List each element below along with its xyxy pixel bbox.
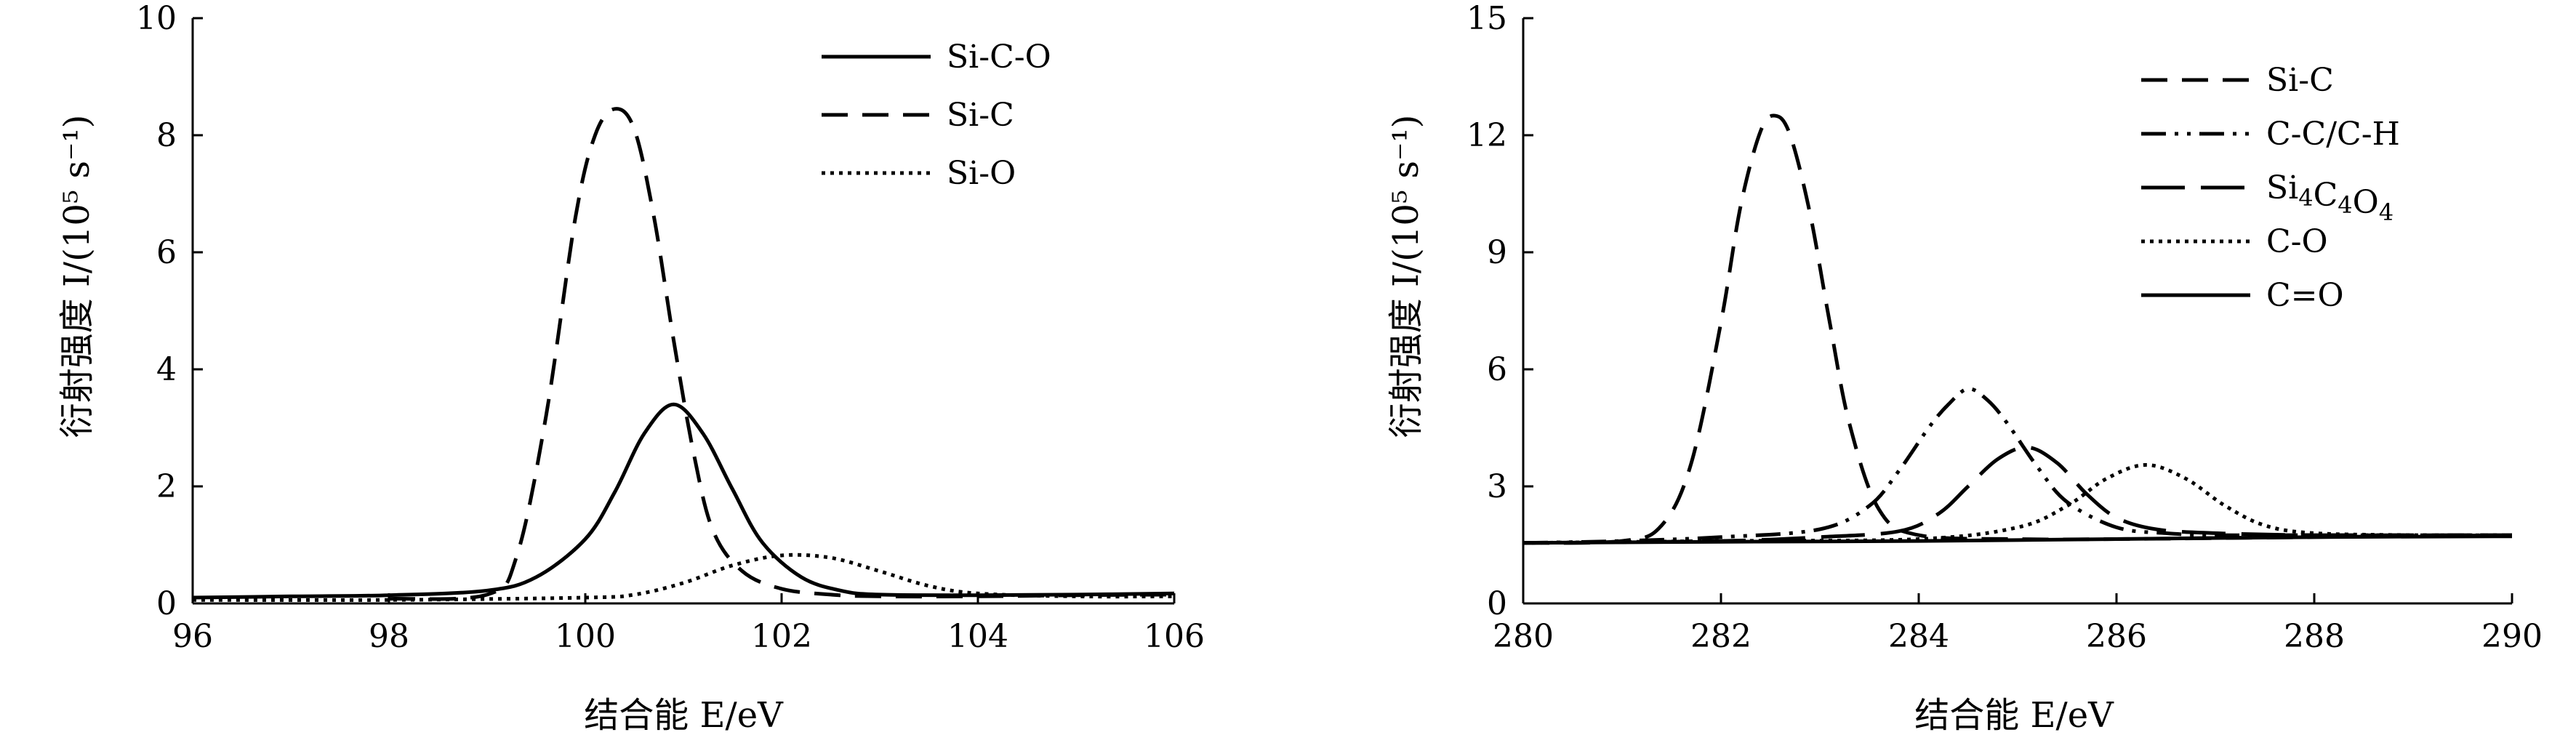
series-line-si-c-o: [192, 402, 1175, 600]
y-tick-label: 0: [156, 585, 177, 622]
series-line-c-o: [1522, 463, 2513, 545]
right-x-ticks: 280 282 284 286 288 290: [1493, 593, 2543, 655]
x-tick-label: 106: [1144, 618, 1205, 655]
y-tick-label: 3: [1487, 468, 1507, 505]
x-tick-label: 100: [555, 618, 616, 655]
left-legend: Si-C-O Si-C Si-O: [822, 39, 1051, 192]
legend-label: Si-C: [2266, 62, 2334, 99]
right-x-axis-label: 结合能 E/eV: [1914, 695, 2114, 735]
legend-label: C-O: [2266, 223, 2328, 260]
x-tick-label: 290: [2481, 618, 2543, 655]
x-tick-label: 102: [751, 618, 812, 655]
series-line-si-c: [1522, 113, 2513, 545]
legend-label: Si4C4O4: [2266, 169, 2394, 226]
left-y-axis-label: 衍射强度 I/(10⁵ s⁻¹): [57, 115, 97, 438]
legend-label: C=O: [2266, 277, 2344, 314]
left-x-axis-label: 结合能 E/eV: [584, 695, 784, 735]
legend-label: Si-O: [947, 155, 1016, 192]
left-y-ticks: 0 2 4 6 8 10: [136, 0, 203, 622]
series-line-si4c4o4: [1522, 445, 2513, 545]
right-axes: [1522, 18, 2512, 605]
x-tick-label: 96: [172, 618, 213, 655]
x-tick-label: 288: [2284, 618, 2345, 655]
y-tick-label: 2: [156, 468, 177, 505]
right-y-axis-label: 衍射强度 I/(10⁵ s⁻¹): [1386, 115, 1427, 438]
x-tick-label: 282: [1690, 618, 1752, 655]
y-tick-label: 15: [1466, 0, 1507, 37]
x-tick-label: 286: [2086, 618, 2147, 655]
y-tick-label: 10: [136, 0, 177, 37]
y-tick-label: 0: [1487, 585, 1507, 622]
series-line-c-c-c-h: [1522, 387, 2512, 545]
y-tick-label: 8: [156, 117, 177, 154]
series-line-c-o: [1522, 534, 2513, 545]
series-line-si-c: [388, 107, 1175, 601]
y-tick-label: 4: [156, 351, 177, 388]
series-line-si-o: [192, 553, 1175, 602]
y-tick-label: 12: [1466, 117, 1507, 154]
y-tick-label: 6: [156, 234, 177, 271]
right-y-ticks: 0 3 6 9 12 15: [1466, 0, 1533, 622]
legend-label: Si-C: [947, 97, 1014, 134]
x-tick-label: 98: [369, 618, 409, 655]
x-tick-label: 104: [947, 618, 1008, 655]
y-tick-label: 9: [1487, 234, 1507, 271]
y-tick-label: 6: [1487, 351, 1507, 388]
legend-label: C-C/C-H: [2266, 116, 2400, 153]
x-tick-label: 280: [1493, 618, 1554, 655]
right-series: [1522, 113, 2513, 545]
left-series: [192, 107, 1175, 602]
x-tick-label: 284: [1888, 618, 1949, 655]
legend-label: Si-C-O: [947, 39, 1051, 76]
left-axes: [191, 18, 1174, 605]
